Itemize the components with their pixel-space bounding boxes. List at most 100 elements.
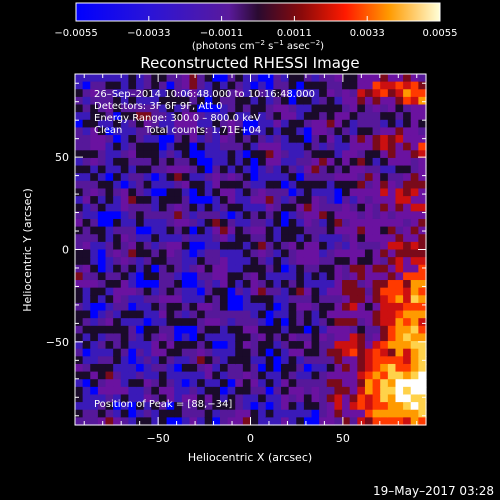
heatmap-cell <box>197 119 206 129</box>
heatmap-cell <box>219 302 229 312</box>
heatmap-cell <box>113 363 122 373</box>
heatmap-cell <box>319 89 328 98</box>
heatmap-cell <box>90 394 99 403</box>
heatmap-cell <box>75 150 84 159</box>
heatmap-cell <box>181 112 191 121</box>
heatmap-cell <box>326 74 336 83</box>
heatmap-cell <box>212 135 221 144</box>
heatmap-cell <box>105 226 114 235</box>
heatmap-cell <box>349 180 358 190</box>
heatmap-cell <box>311 348 320 357</box>
heatmap-cell <box>212 96 221 106</box>
heatmap-cell <box>288 318 297 327</box>
heatmap-cell <box>334 127 343 136</box>
heatmap-cell <box>158 417 168 426</box>
heatmap-cell <box>303 310 313 319</box>
heatmap-cell <box>174 74 183 83</box>
heatmap-cell <box>342 135 351 144</box>
heatmap-cell <box>326 119 336 129</box>
heatmap-cell <box>174 119 183 129</box>
heatmap-cell <box>342 104 351 113</box>
heatmap-cell <box>105 180 114 190</box>
heatmap-cell <box>242 119 252 129</box>
heatmap-cell <box>235 287 244 296</box>
heatmap-cell <box>113 188 122 197</box>
heatmap-cell <box>136 234 145 243</box>
heatmap-cell <box>189 310 198 319</box>
heatmap-cell <box>120 272 130 281</box>
heatmap-cell <box>258 96 267 106</box>
heatmap-cell <box>235 157 244 167</box>
heatmap-cell <box>281 371 290 380</box>
heatmap-cell <box>90 241 99 251</box>
heatmap-cell <box>128 356 137 365</box>
heatmap-cell <box>90 333 99 342</box>
heatmap-cell <box>235 356 244 365</box>
heatmap-cell <box>212 188 221 197</box>
heatmap-cell <box>372 180 381 190</box>
heatmap-cell <box>403 295 412 304</box>
heatmap-cell <box>158 280 168 289</box>
heatmap-cell <box>387 341 397 350</box>
heatmap-cell <box>265 318 274 327</box>
heatmap-cell <box>189 386 198 396</box>
heatmap-cell <box>219 89 229 98</box>
heatmap-cell <box>181 203 191 212</box>
heatmap-cell <box>380 287 389 296</box>
heatmap-cell <box>136 180 145 190</box>
heatmap-cell <box>334 81 343 90</box>
heatmap-cell <box>418 241 427 251</box>
heatmap-cell <box>418 302 427 312</box>
heatmap-cell <box>281 81 290 90</box>
heatmap-cell <box>82 188 91 197</box>
heatmap-cell <box>181 333 191 342</box>
heatmap-cell <box>120 135 130 144</box>
heatmap-cell <box>75 196 84 205</box>
heatmap-cell <box>326 135 336 144</box>
heatmap-cell <box>319 295 328 304</box>
heatmap-cell <box>136 173 145 182</box>
heatmap-cell <box>158 302 168 312</box>
heatmap-cell <box>395 241 404 251</box>
heatmap-cell <box>372 386 381 396</box>
heatmap-cell <box>395 402 404 411</box>
heatmap-cell <box>189 264 198 273</box>
heatmap-cell <box>120 386 130 396</box>
heatmap-cell <box>105 135 114 144</box>
heatmap-cell <box>158 104 168 113</box>
heatmap-cell <box>143 157 152 167</box>
heatmap-cell <box>410 142 419 151</box>
heatmap-cell <box>334 348 343 357</box>
heatmap-cell <box>197 241 206 251</box>
heatmap-cell <box>97 173 107 182</box>
heatmap-cell <box>174 112 183 121</box>
heatmap-cell <box>410 264 419 273</box>
heatmap-cell <box>212 157 221 167</box>
heatmap-cell <box>227 341 236 350</box>
heatmap-cell <box>334 302 343 312</box>
heatmap-cell <box>105 157 114 167</box>
heatmap-cell <box>326 226 336 235</box>
heatmap-cell <box>82 348 91 357</box>
heatmap-cell <box>219 386 229 396</box>
heatmap-cell <box>326 356 336 365</box>
heatmap-cell <box>158 180 168 190</box>
heatmap-cell <box>380 104 389 113</box>
heatmap-cell <box>364 173 374 182</box>
heatmap-cell <box>296 112 305 121</box>
heatmap-cell <box>334 226 343 235</box>
heatmap-cell <box>242 165 252 174</box>
heatmap-cell <box>242 264 252 273</box>
heatmap-cell <box>288 287 297 296</box>
heatmap-cell <box>128 112 137 121</box>
heatmap-cell <box>319 310 328 319</box>
heatmap-cell <box>181 409 191 418</box>
heatmap-cell <box>128 173 137 182</box>
heatmap-cell <box>364 318 374 327</box>
heatmap-cell <box>296 318 305 327</box>
heatmap-cell <box>326 386 336 396</box>
heatmap-cell <box>136 348 145 357</box>
heatmap-cell <box>189 89 198 98</box>
heatmap-cell <box>281 379 290 388</box>
heatmap-cell <box>166 249 175 258</box>
